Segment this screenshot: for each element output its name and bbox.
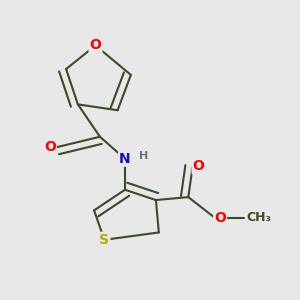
Text: O: O <box>214 211 226 225</box>
Text: O: O <box>44 140 56 154</box>
Text: N: N <box>119 152 131 166</box>
Text: CH₃: CH₃ <box>247 211 272 224</box>
Text: S: S <box>99 233 110 247</box>
Text: H: H <box>140 152 149 161</box>
Text: O: O <box>193 159 205 173</box>
Text: O: O <box>90 38 101 52</box>
